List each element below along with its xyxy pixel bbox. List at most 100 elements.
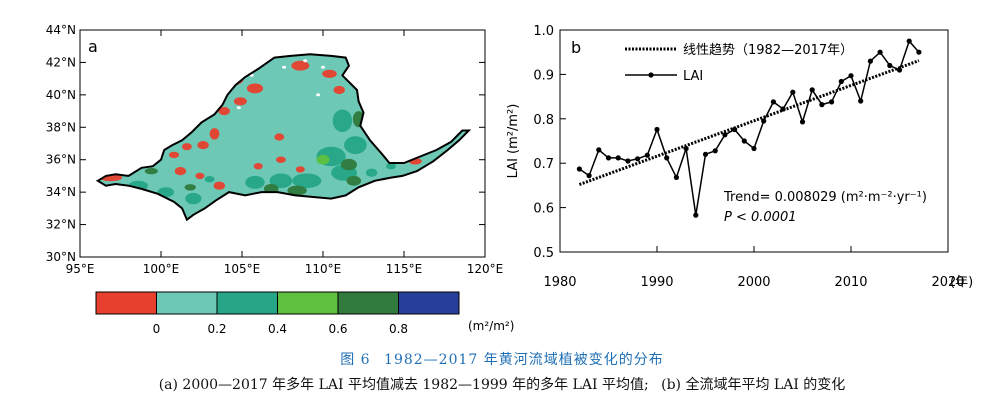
colorbar-tick-label: 0.6 [328, 322, 347, 336]
panel-b-label: b [571, 38, 581, 57]
panel-a-map: 95°E 100°E 105°E 110°E 115°E 120°E 30°N 32°N 34… [46, 23, 515, 336]
map-patch [245, 175, 265, 189]
colorbar-swatch [277, 291, 339, 315]
x-tick-label: 2010 [834, 275, 867, 290]
map-patch [184, 184, 196, 191]
lai-point [867, 58, 874, 64]
colorbar-unit: (m²/m²) [468, 319, 514, 333]
lai-point [664, 155, 670, 161]
map-patch-blank [303, 59, 308, 63]
subcaption-a: (a) 2000—2017 年多年 LAI 平均值减去 1982—1999 年的… [158, 377, 649, 393]
lai-point [858, 98, 864, 104]
map-patch [346, 175, 362, 186]
map-y-tick-label: 38°N [46, 120, 76, 134]
lai-point [887, 62, 893, 69]
map-patch [292, 173, 322, 189]
lai-point [712, 148, 718, 154]
map-patch [269, 173, 293, 189]
basin-patches [99, 59, 422, 205]
map-patch-blank [282, 65, 287, 69]
map-patch-blank [236, 106, 241, 110]
lai-point [877, 49, 883, 55]
lai-point [916, 49, 922, 55]
map-patch [204, 176, 215, 183]
colorbar-tick-label: 0.8 [389, 322, 408, 336]
map-y-tick-label: 32°N [46, 218, 76, 232]
lai-point [625, 158, 631, 164]
colorbar: 0 0.2 0.4 0.6 0.8 [95, 291, 460, 336]
lai-point [770, 99, 777, 105]
map-y-tick-label: 40°N [46, 88, 76, 102]
map-x-tick-label: 105°E [224, 262, 261, 276]
map-y-ticks: 30°N 32°N 34°N 36°N 38°N 40°N 42°N 44°N [46, 23, 485, 264]
lai-point [741, 138, 747, 144]
map-x-tick-label: 110°E [305, 262, 342, 276]
colorbar-swatch [398, 291, 460, 315]
map-patch [253, 163, 263, 170]
map-patch [157, 187, 174, 198]
map-y-tick-label: 36°N [46, 153, 76, 167]
colorbar-tick-label: 0.4 [268, 322, 287, 336]
map-patch-blank [321, 65, 325, 69]
map-patch [174, 167, 187, 176]
map-patch [299, 94, 308, 102]
map-patch [195, 172, 205, 180]
map-x-tick-label: 115°E [386, 262, 423, 276]
map-patch [274, 133, 285, 141]
legend: 线性趋势（1982—2017年） LAI [625, 42, 853, 84]
lai-point [635, 156, 641, 162]
map-patch [332, 109, 353, 133]
map-patch [365, 168, 378, 177]
map-patch [263, 77, 276, 84]
lai-point [683, 145, 689, 152]
map-patch [182, 143, 192, 151]
lai-point [906, 38, 912, 44]
map-patch [185, 192, 202, 205]
colorbar-tick-label: 0.2 [207, 322, 226, 336]
map-patch [246, 83, 264, 94]
map-patch [144, 167, 158, 175]
lai-point [673, 174, 680, 180]
lai-point [790, 89, 796, 95]
lai-point [799, 119, 806, 125]
x-tick-label: 1990 [640, 275, 673, 290]
panel-b-line-chart: 1980 1990 2000 2010 2020 0.50.60.70.80.91.0 … [506, 24, 973, 290]
lai-point [838, 78, 844, 85]
y-tick-label: 0.5 [533, 246, 554, 261]
map-patch [386, 163, 396, 170]
lai-point [615, 155, 621, 161]
y-tick-label: 0.7 [533, 157, 554, 172]
legend-lai-label: LAI [683, 69, 703, 84]
map-patch [209, 128, 220, 140]
map-y-tick-label: 42°N [46, 55, 76, 69]
lai-point [848, 73, 854, 79]
map-x-ticks: 95°E 100°E 105°E 110°E 115°E 120°E [66, 30, 503, 276]
map-patch [213, 181, 225, 190]
p-value-annotation: P < 0.0001 [724, 210, 796, 225]
map-patch [316, 154, 330, 165]
map-patch [197, 141, 209, 150]
colorbar-swatch [95, 291, 157, 315]
panel-a-label: a [88, 37, 98, 56]
lai-point [829, 99, 835, 105]
lai-point [586, 173, 592, 179]
basin-outline [95, 53, 472, 222]
yellow-river-basin [95, 53, 472, 222]
y-tick-label: 1.0 [533, 24, 554, 39]
lai-point [780, 106, 786, 112]
map-patch [218, 107, 230, 116]
lai-point [693, 212, 699, 218]
colorbar-swatch [156, 291, 218, 315]
map-patch [295, 166, 305, 173]
lai-point [702, 151, 709, 157]
lai-point [732, 126, 738, 133]
map-patch [291, 60, 310, 71]
lai-series [576, 38, 922, 218]
lai-point [809, 87, 815, 93]
colorbar-swatch [216, 291, 278, 315]
map-x-tick-label: 100°E [143, 262, 180, 276]
x-tick-label: 1980 [543, 275, 576, 290]
map-patch [287, 185, 307, 196]
lai-point [722, 132, 728, 138]
